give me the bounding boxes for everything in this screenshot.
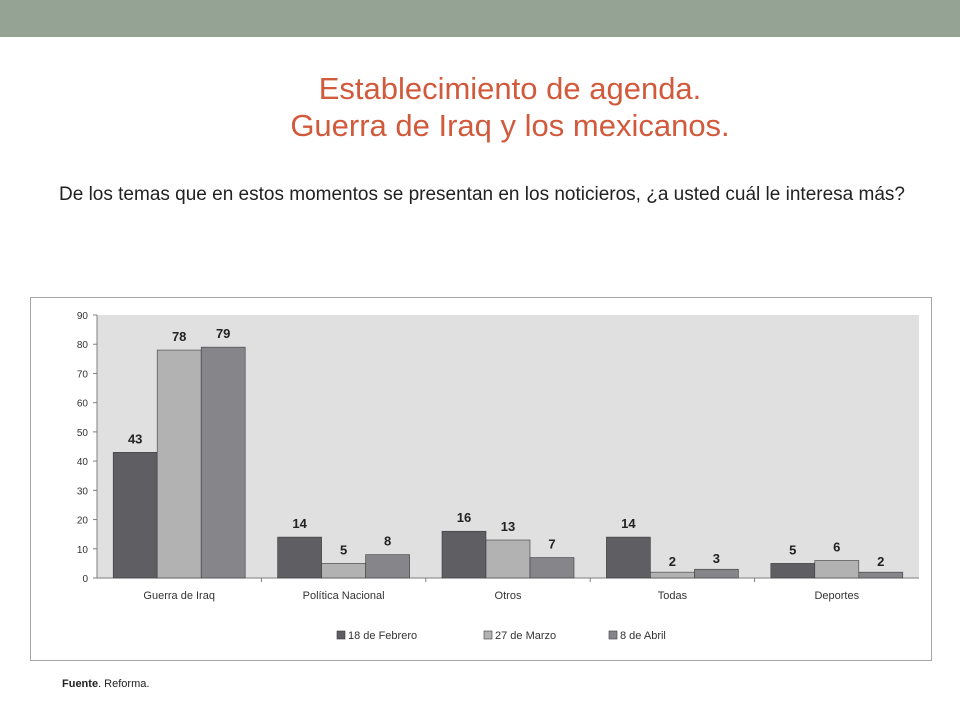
survey-question: De los temas que en estos momentos se pr… bbox=[59, 184, 905, 205]
y-tick-label: 30 bbox=[77, 486, 89, 497]
y-tick-label: 60 bbox=[77, 399, 89, 410]
bar bbox=[529, 557, 575, 579]
bar-value-label: 2 bbox=[877, 554, 884, 569]
bar-value-label: 43 bbox=[128, 431, 142, 446]
bar bbox=[365, 554, 410, 579]
bar bbox=[112, 452, 158, 579]
bar-value-label: 79 bbox=[216, 326, 230, 341]
title-line-1: Establecimiento de agenda. bbox=[318, 71, 702, 106]
legend-swatch bbox=[336, 630, 346, 640]
bar bbox=[858, 571, 904, 579]
y-tick-label: 10 bbox=[77, 545, 89, 556]
bar bbox=[277, 536, 322, 579]
bar-value-label: 14 bbox=[621, 516, 636, 531]
bar-value-label: 6 bbox=[833, 539, 840, 554]
bar bbox=[441, 530, 487, 579]
bar-value-label: 78 bbox=[172, 329, 186, 344]
bar-value-label: 13 bbox=[501, 519, 515, 534]
bar bbox=[485, 539, 531, 579]
bar bbox=[156, 349, 202, 579]
bar-value-label: 3 bbox=[713, 551, 720, 566]
bar bbox=[650, 571, 695, 579]
top-decor-bar bbox=[0, 0, 960, 37]
bar bbox=[814, 560, 860, 579]
bar bbox=[606, 536, 651, 579]
bar-value-label: 5 bbox=[789, 542, 796, 557]
x-category-label: Otros bbox=[495, 590, 522, 602]
x-category-label: Política Nacional bbox=[303, 590, 385, 602]
x-category-label: Guerra de Iraq bbox=[143, 590, 215, 602]
y-tick-label: 0 bbox=[82, 574, 88, 585]
y-tick-label: 50 bbox=[77, 428, 89, 439]
legend-swatch bbox=[483, 630, 493, 640]
x-category-label: Todas bbox=[658, 590, 688, 602]
y-tick-label: 20 bbox=[77, 516, 89, 527]
title-line-2: Guerra de Iraq y los mexicanos. bbox=[290, 108, 730, 143]
bar-value-label: 16 bbox=[457, 510, 471, 525]
y-tick-label: 70 bbox=[77, 369, 89, 380]
bar bbox=[321, 563, 366, 579]
bar-value-label: 14 bbox=[292, 516, 307, 531]
bar-value-label: 8 bbox=[384, 534, 391, 549]
bar bbox=[770, 563, 816, 579]
legend-label: 8 de Abril bbox=[620, 630, 666, 642]
bar-value-label: 7 bbox=[548, 537, 555, 552]
bar bbox=[694, 568, 739, 579]
legend-label: 18 de Febrero bbox=[348, 630, 417, 642]
y-tick-label: 80 bbox=[77, 340, 89, 351]
slide-title: Establecimiento de agenda. Guerra de Ira… bbox=[0, 70, 960, 144]
source-label: Fuente bbox=[62, 678, 99, 690]
legend-label: 27 de Marzo bbox=[495, 630, 556, 642]
bar bbox=[200, 346, 246, 579]
source-text: . Reforma. bbox=[98, 678, 150, 690]
chart-frame: 0 10 20 30 40 50 60 70 80 90 43 78 79 Guerra de Iraq 1… bbox=[30, 297, 932, 661]
bar-value-label: 2 bbox=[669, 554, 676, 569]
y-tick-label: 90 bbox=[77, 311, 89, 322]
legend-swatch bbox=[608, 630, 618, 640]
source-note: Fuente. Reforma. bbox=[62, 678, 149, 690]
bar-value-label: 5 bbox=[340, 542, 347, 557]
x-category-label: Deportes bbox=[814, 590, 859, 602]
y-tick-label: 40 bbox=[77, 457, 89, 468]
